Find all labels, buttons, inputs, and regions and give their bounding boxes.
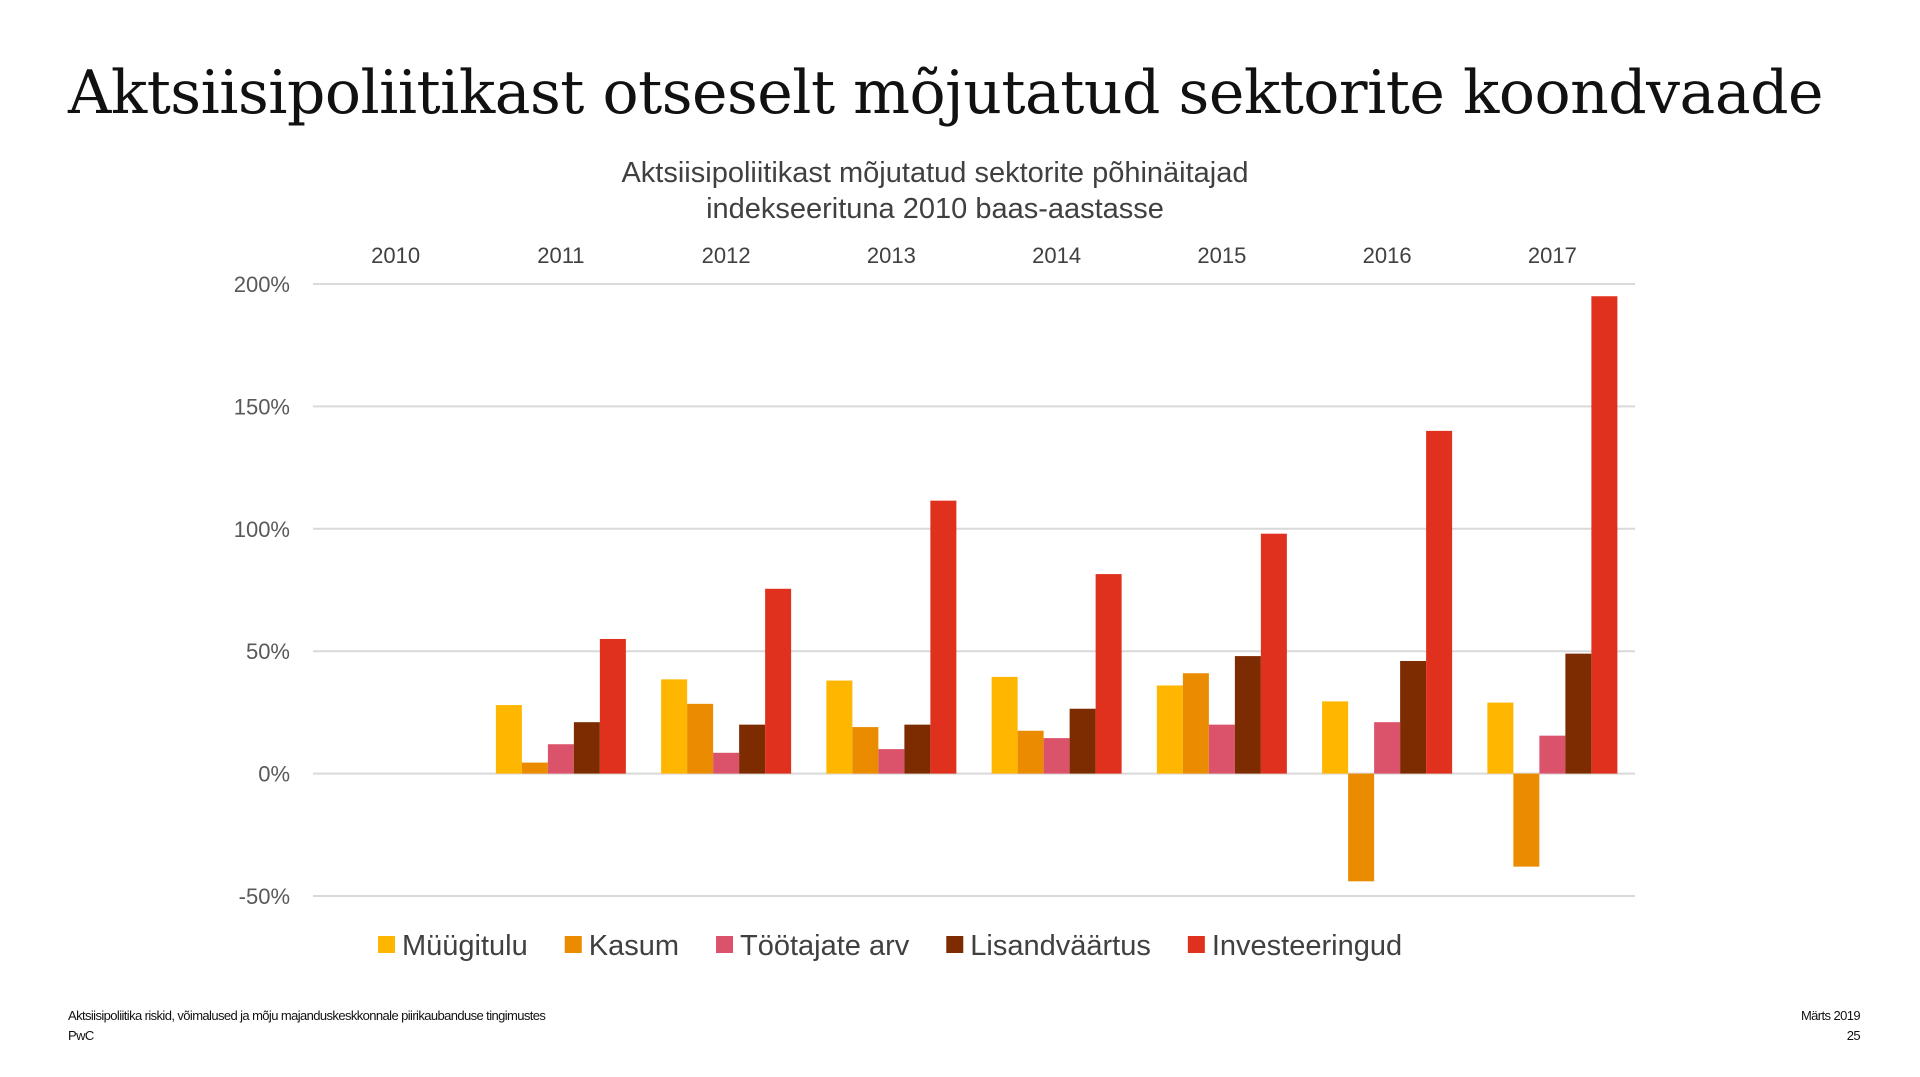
legend-swatch <box>378 936 395 953</box>
bar-lisandv-rtus-2011 <box>573 722 600 774</box>
bar-t-tajate-arv-2013 <box>878 749 905 774</box>
bar-lisandv-rtus-2013 <box>904 724 931 774</box>
y-tick-label: 0% <box>258 762 290 787</box>
bar-m-gitulu-2016 <box>1322 701 1349 774</box>
bar-investeeringud-2016 <box>1426 430 1453 774</box>
bar-kasum-2011 <box>521 762 548 774</box>
footer-company: PwC <box>68 1028 94 1043</box>
y-tick-label: 50% <box>246 639 290 664</box>
bar-m-gitulu-2015 <box>1156 685 1183 774</box>
bar-m-gitulu-2011 <box>495 705 522 774</box>
footer-page-number: 25 <box>1846 1028 1861 1043</box>
bar-investeeringud-2011 <box>599 638 626 774</box>
bar-t-tajate-arv-2016 <box>1374 722 1401 774</box>
bar-investeeringud-2013 <box>930 500 957 774</box>
legend-swatch <box>946 936 964 953</box>
legend-swatch <box>564 936 582 953</box>
bar-investeeringud-2017 <box>1591 296 1618 774</box>
footer-document-title: Aktsiisipoliitika riskid, võimalused ja … <box>68 1008 546 1023</box>
y-tick-label: -50% <box>239 884 290 909</box>
chart-title: Aktsiisipoliitikast mõjutatud sektorite … <box>0 155 1870 227</box>
bar-lisandv-rtus-2015 <box>1234 656 1261 774</box>
bar-t-tajate-arv-2015 <box>1208 724 1235 774</box>
x-tick-label: 2013 <box>867 243 916 268</box>
bar-m-gitulu-2012 <box>661 679 688 774</box>
bar-investeeringud-2014 <box>1095 574 1122 774</box>
bar-lisandv-rtus-2016 <box>1400 660 1427 774</box>
bar-t-tajate-arv-2017 <box>1539 735 1566 774</box>
bar-chart: -50% 0% 50% 100% 150% 200% 2010 2011 2012 2013 201… <box>234 243 1635 962</box>
bar-kasum-2017 <box>1513 773 1540 867</box>
legend-label: Müügitulu <box>402 930 528 962</box>
chart-title-line1: Aktsiisipoliitikast mõjutatud sektorite … <box>621 157 1249 189</box>
legend-swatch <box>1187 936 1205 953</box>
x-tick-label: 2014 <box>1032 243 1081 268</box>
x-tick-label: 2016 <box>1363 243 1412 268</box>
x-tick-label: 2011 <box>537 243 584 268</box>
bar-kasum-2015 <box>1182 673 1209 774</box>
chart-title-line2: indekseerituna 2010 baas-aastasse <box>706 193 1164 225</box>
bar-lisandv-rtus-2012 <box>739 724 766 774</box>
bar-investeeringud-2012 <box>765 588 792 774</box>
bar-kasum-2012 <box>687 703 714 774</box>
x-tick-label: 2012 <box>702 243 751 268</box>
footer-date: Märts 2019 <box>1800 1008 1861 1023</box>
bar-investeeringud-2015 <box>1260 533 1287 774</box>
legend-label: Investeeringud <box>1212 930 1402 962</box>
legend-swatch <box>716 936 734 953</box>
bar-m-gitulu-2013 <box>826 680 853 774</box>
bar-kasum-2013 <box>852 727 879 774</box>
bar-m-gitulu-2014 <box>991 676 1018 774</box>
bar-kasum-2016 <box>1348 773 1375 882</box>
legend-label: Lisandväärtus <box>970 930 1151 962</box>
x-tick-label: 2010 <box>371 243 420 268</box>
x-tick-label: 2015 <box>1197 243 1246 268</box>
legend-label: Kasum <box>589 930 679 962</box>
bar-t-tajate-arv-2011 <box>547 744 574 774</box>
bar-m-gitulu-2017 <box>1487 702 1514 774</box>
x-tick-label: 2017 <box>1528 243 1577 268</box>
bar-lisandv-rtus-2014 <box>1069 708 1096 774</box>
footer-right: Märts 2019 25 <box>1740 1006 1861 1046</box>
footer-left: Aktsiisipoliitika riskid, võimalused ja … <box>68 1006 546 1046</box>
bar-lisandv-rtus-2017 <box>1565 653 1592 774</box>
legend-label: Töötajate arv <box>740 930 910 962</box>
y-tick-label: 150% <box>234 394 290 419</box>
bar-kasum-2014 <box>1017 730 1044 774</box>
bar-t-tajate-arv-2012 <box>713 752 740 774</box>
bar-t-tajate-arv-2014 <box>1043 738 1070 774</box>
slide-title: Aktsiisipoliitikast otseselt mõjutatud s… <box>68 58 1824 128</box>
y-tick-label: 200% <box>234 272 290 297</box>
y-tick-label: 100% <box>234 517 290 542</box>
